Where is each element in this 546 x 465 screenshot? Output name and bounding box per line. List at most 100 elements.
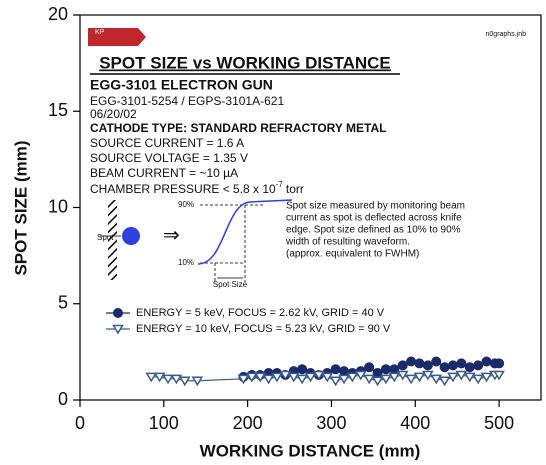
point (456, 358, 467, 369)
point (431, 356, 442, 367)
point (354, 370, 367, 381)
point (473, 360, 484, 371)
point (297, 364, 308, 375)
pct-label: 10% (178, 258, 194, 267)
point (178, 376, 191, 387)
subtitle: EGG-3101 ELECTRON GUN (90, 77, 273, 93)
point (447, 360, 458, 371)
legend-marker (113, 308, 123, 318)
file-name: n0graphs.jnb (486, 31, 527, 38)
point (494, 358, 505, 369)
y-axis-title: SPOT SIZE (mm) (11, 140, 30, 275)
point (422, 360, 433, 371)
note: (approx. equivalent to FWHM) (286, 249, 419, 260)
point (493, 370, 505, 381)
point (455, 370, 468, 381)
point (406, 356, 417, 367)
y-tick-label: 0 (58, 389, 68, 409)
point (246, 372, 258, 383)
waveform (197, 199, 293, 265)
point (254, 372, 267, 383)
point (329, 376, 342, 387)
point (271, 372, 283, 383)
point (321, 372, 334, 383)
pct-label: 90% (178, 200, 194, 209)
point (339, 366, 350, 377)
point (464, 362, 475, 373)
note: Spot size measured by monitoring beam (286, 201, 465, 212)
point (346, 372, 359, 383)
point (396, 370, 409, 381)
point (447, 372, 459, 383)
point (472, 374, 484, 385)
spec: BEAM CURRENT = ~10 µA (90, 166, 238, 180)
point (287, 372, 300, 383)
point (162, 374, 174, 385)
note: width of resulting waveform. (285, 237, 410, 248)
point (413, 372, 426, 383)
point (279, 370, 292, 381)
point (372, 368, 383, 379)
pressure-exponent: -7 (276, 180, 284, 189)
point (237, 374, 250, 385)
point (145, 372, 158, 383)
x-axis-title: WORKING DISTANCE (mm) (200, 441, 421, 460)
point (191, 376, 204, 387)
y-tick-label: 20 (48, 4, 68, 24)
x-tick-label: 500 (484, 413, 514, 433)
logo-text: KP (95, 29, 105, 36)
x-tick-label: 400 (400, 413, 430, 433)
point (380, 364, 391, 375)
point (481, 356, 492, 367)
note: current as spot is deflected across knif… (286, 213, 462, 224)
point (330, 364, 341, 375)
point (480, 372, 493, 383)
spot (122, 227, 140, 245)
arrow: ⇒ (163, 224, 180, 246)
size-label: Spot Size (213, 280, 248, 289)
knife-edge (108, 200, 117, 280)
point (430, 374, 443, 385)
x-tick-label: 0 (75, 413, 85, 433)
note: edge. Spot size defined as 10% to 90% (286, 225, 461, 236)
chart-title: SPOT SIZE vs WORKING DISTANCE (99, 53, 391, 72)
point (364, 362, 375, 373)
point (296, 374, 308, 385)
spot-label: Spot (97, 233, 114, 242)
date: 06/20/02 (90, 107, 137, 121)
legend-label: ENERGY = 5 keV, FOCUS = 2.62 kV, GRID = … (136, 307, 385, 319)
cathode: CATHODE TYPE: STANDARD REFRACTORY METAL (90, 121, 386, 135)
y-tick-label: 5 (58, 293, 68, 313)
point (397, 360, 408, 371)
point (422, 370, 434, 381)
point (338, 374, 350, 385)
point (371, 376, 384, 387)
point (262, 374, 275, 385)
point (304, 372, 317, 383)
x-tick-label: 100 (149, 413, 179, 433)
legend-label: ENERGY = 10 keV, FOCUS = 5.23 kV, GRID =… (136, 323, 391, 335)
point (463, 372, 476, 383)
model: EGG-3101-5254 / EGPS-3101A-621 (90, 94, 284, 108)
spec: SOURCE VOLTAGE = 1.35 V (90, 151, 248, 165)
pressure: CHAMBER PRESSURE < 5.8 x 10-7 torr (90, 180, 304, 196)
point (438, 376, 451, 387)
x-tick-label: 300 (316, 413, 346, 433)
point (414, 358, 425, 369)
point (363, 374, 375, 385)
y-tick-label: 10 (48, 196, 68, 216)
point (389, 364, 400, 375)
point (380, 374, 392, 385)
pressure-unit: torr (286, 182, 304, 196)
point (153, 372, 166, 383)
pressure-base: CHAMBER PRESSURE < 5.8 x 10 (90, 182, 276, 196)
point (170, 374, 183, 385)
x-tick-label: 200 (233, 413, 263, 433)
point (439, 362, 450, 373)
logo (88, 28, 146, 46)
point (405, 374, 417, 385)
spec: SOURCE CURRENT = 1.6 A (90, 136, 244, 150)
legend-marker (112, 324, 124, 335)
